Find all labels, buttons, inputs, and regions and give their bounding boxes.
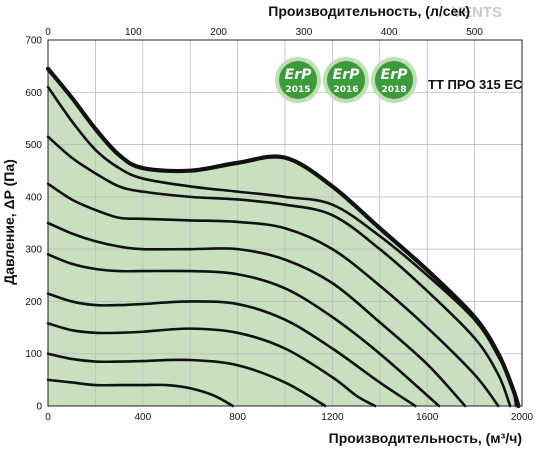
operating-area [48, 68, 519, 406]
badge-year: 2016 [333, 85, 358, 95]
x2-tick-label: 400 [381, 27, 398, 38]
badge-label: ErP [381, 67, 408, 83]
fan-curve-7 [46, 292, 417, 408]
x-tick-label: 1600 [416, 412, 439, 423]
badge-erp-2015: ErP 2015 [275, 57, 321, 103]
badge-year: 2015 [285, 85, 310, 95]
y-axis-ticks: 0 100 200 300 400 500 600 700 [25, 36, 42, 413]
watermark: VENTS [452, 4, 502, 21]
y-tick-label: 400 [25, 192, 42, 203]
x2-axis-title: Производительность, (л/сек) [268, 3, 470, 19]
badge-label: ErP [285, 67, 312, 83]
plot-frame [47, 39, 523, 407]
fan-curve-10 [46, 378, 235, 408]
badge-year: 2018 [381, 85, 406, 95]
fan-curve-4 [46, 182, 500, 408]
x-tick-label: 800 [229, 412, 246, 423]
x2-tick-label: 300 [296, 27, 313, 38]
x-axis-title: Производительность, (м³/ч) [329, 430, 522, 446]
x2-axis-ticks: 0 100 200 300 400 500 [45, 27, 483, 38]
fan-curve-6 [46, 253, 441, 408]
x-axis-ticks: 0 400 800 1200 1600 2000 [45, 412, 533, 423]
operating-area-fill [48, 68, 519, 406]
badge-disc [279, 61, 317, 99]
fan-curve-3 [46, 135, 512, 408]
x2-tick-label: 0 [45, 27, 51, 38]
x-tick-label: 400 [134, 412, 151, 423]
x2-tick-label: 100 [125, 27, 142, 38]
y-tick-label: 500 [25, 140, 42, 151]
y-tick-label: 700 [25, 36, 42, 47]
x2-tick-label: 500 [466, 27, 483, 38]
badge-disc [327, 61, 365, 99]
y-tick-label: 0 [36, 402, 42, 413]
badge-erp-2016: ErP 2016 [323, 57, 369, 103]
fan-curve-8 [46, 322, 377, 408]
y-tick-label: 300 [25, 245, 42, 256]
fan-curve-max [45, 66, 521, 409]
y-tick-label: 100 [25, 349, 42, 360]
x-tick-label: 2000 [511, 412, 534, 423]
y-tick-label: 600 [25, 88, 42, 99]
fan-curves [45, 66, 521, 409]
badge-disc [375, 61, 413, 99]
fan-curve-9 [46, 352, 327, 408]
y-tick-label: 200 [25, 297, 42, 308]
x2-tick-label: 200 [210, 27, 227, 38]
y-axis-title: Давление, ΔP (Па) [1, 159, 17, 285]
badge-erp-2018: ErP 2018 [371, 57, 417, 103]
fan-curve-5 [46, 221, 467, 408]
fan-curve-2 [46, 85, 518, 408]
x-tick-label: 0 [45, 412, 51, 423]
x-tick-label: 1200 [321, 412, 344, 423]
badge-label: ErP [333, 67, 360, 83]
model-label: ТТ ПРО 315 ЕС [428, 77, 523, 92]
